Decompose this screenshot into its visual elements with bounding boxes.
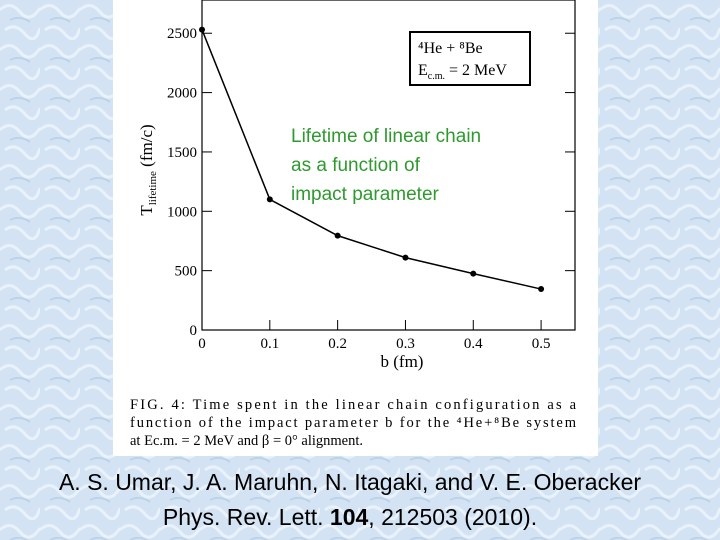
x-tick-label: 0.3	[396, 336, 415, 352]
y-tick-label: 1000	[167, 204, 197, 220]
caption-line: at Ec.m. = 2 MeV and β = 0° alignment.	[130, 433, 363, 449]
y-tick-label: 1500	[167, 145, 197, 161]
citation-journal: Phys. Rev. Lett. 104, 212503 (2010).	[163, 504, 537, 530]
data-point	[334, 232, 341, 239]
x-axis-label: b (fm)	[381, 352, 424, 371]
data-line	[201, 29, 542, 290]
y-tick-label: 500	[175, 264, 198, 280]
x-tick-label: 0.4	[464, 336, 483, 352]
y-tick-label: 2000	[167, 86, 197, 102]
y-axis-label: Tlifetime (fm/c)	[137, 124, 159, 215]
caption-line: FIG. 4: Time spent in the linear chain c…	[130, 397, 577, 413]
x-tick-label: 0	[198, 336, 206, 352]
data-point	[470, 270, 477, 277]
annotation: Lifetime of linear chain as a function o…	[291, 126, 481, 205]
data-point	[266, 196, 273, 203]
figure-panel	[113, 0, 598, 456]
caption: FIG. 4: Time spent in the linear chain c…	[130, 397, 577, 449]
annotation-line: as a function of	[291, 155, 421, 176]
citation: A. S. Umar, J. A. Maruhn, N. Itagaki, an…	[59, 469, 641, 530]
x-tick-label: 0.2	[328, 336, 347, 352]
data-point	[199, 26, 205, 33]
y-tick-label: 2500	[167, 26, 197, 42]
x-tick-label: 0.5	[532, 336, 551, 352]
annotation-line: impact parameter	[291, 184, 440, 205]
y-tick-label: 0	[190, 323, 198, 339]
data-point	[538, 286, 545, 293]
legend-line2: Ec.m. = 2 MeV	[418, 62, 507, 82]
x-tick-label: 0.1	[260, 336, 279, 352]
annotation-line: Lifetime of linear chain	[291, 126, 481, 147]
citation-authors: A. S. Umar, J. A. Maruhn, N. Itagaki, an…	[59, 469, 641, 495]
plot-frame	[201, 0, 576, 331]
data-point	[402, 254, 409, 261]
legend-box	[409, 31, 531, 86]
legend-line1: ⁴He + ⁸Be	[418, 40, 483, 57]
